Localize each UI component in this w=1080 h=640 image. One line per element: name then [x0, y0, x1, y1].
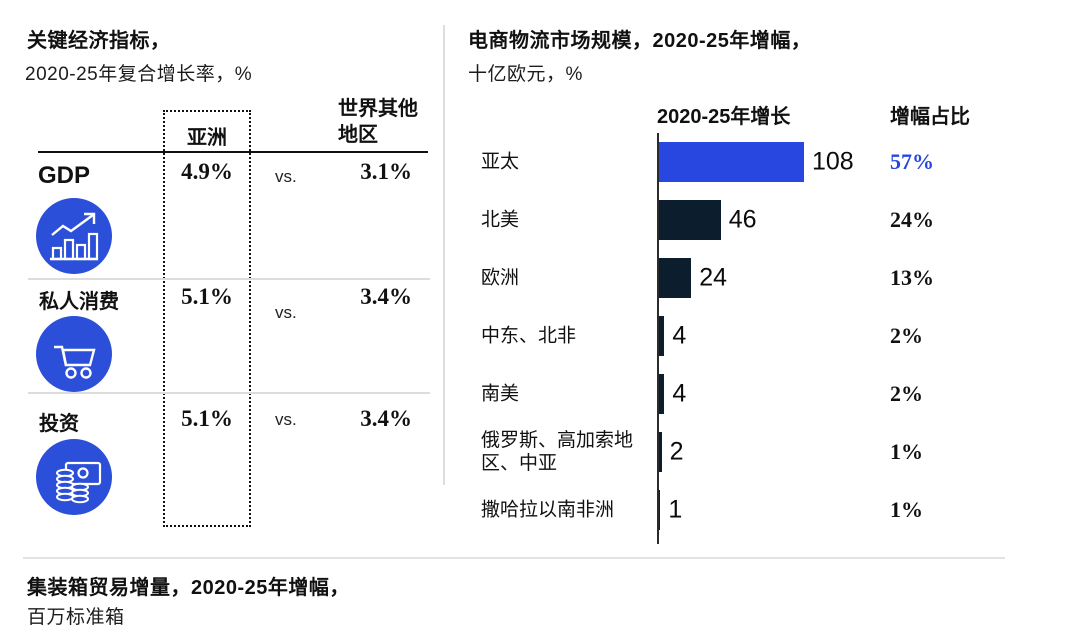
chart-axis [657, 133, 659, 544]
gdp-world-value: 3.1% [360, 159, 412, 184]
bar-value: 1 [668, 495, 683, 524]
category-label: 亚太 [481, 151, 520, 173]
share-label: 2% [890, 381, 923, 406]
panel-divider-vertical [443, 25, 445, 485]
consumption-asia-value: 5.1% [181, 284, 233, 309]
share-label: 2% [890, 323, 923, 348]
column-header-growth: 2020-25年增长 [657, 106, 791, 128]
chart-row-russia-caucasus-central-asia: 俄罗斯、高加索地区、中亚 2 1% [0, 423, 1080, 481]
bottom-panel-subtitle: 百万标准箱 [27, 607, 125, 628]
share-label: 57% [890, 149, 934, 174]
vs-label: vs. [275, 303, 297, 322]
consumption-world-value: 3.4% [360, 284, 412, 309]
category-label: 北美 [481, 209, 520, 231]
vs-label: vs. [275, 167, 297, 186]
category-label: 南美 [481, 383, 520, 405]
category-label: 撒哈拉以南非洲 [481, 499, 615, 521]
bar-value: 46 [728, 205, 757, 234]
growth-chart-icon [36, 198, 112, 274]
row-label-gdp: GDP [38, 162, 91, 189]
chart-row-sub-saharan-africa: 撒哈拉以南非洲 1 1% [0, 481, 1080, 539]
right-panel-title: 电商物流市场规模，2020-25年增幅， [468, 30, 812, 52]
share-label: 24% [890, 207, 934, 232]
bar-value: 4 [672, 379, 687, 408]
category-label: 欧洲 [481, 267, 520, 289]
investment-world-value: 3.4% [360, 406, 412, 431]
bar-asia-pacific [659, 142, 804, 182]
chart-row-europe: 欧洲 24 13% [0, 249, 1080, 307]
row-label-investment: 投资 [39, 413, 79, 435]
chart-row-mena: 中东、北非 4 2% [0, 307, 1080, 365]
panel-divider-horizontal [23, 557, 1005, 559]
bar-russia-caucasus-central-asia [659, 432, 662, 472]
bar-mena [659, 316, 665, 356]
bar-value: 24 [699, 263, 728, 292]
left-panel-title: 关键经济指标， [27, 30, 171, 52]
category-label: 中东、北非 [481, 325, 577, 347]
column-header-asia: 亚洲 [187, 127, 227, 149]
bar-north-america [659, 200, 721, 240]
bar-value: 4 [672, 321, 687, 350]
share-label: 1% [890, 497, 923, 522]
bar-europe [659, 258, 692, 298]
left-panel-subtitle: 2020-25年复合增长率，% [25, 64, 253, 85]
bar-sub-saharan-africa [659, 490, 661, 530]
column-header-rest-of-world: 世界其他 地区 [338, 96, 438, 148]
vs-label: vs. [275, 410, 297, 429]
row-divider [28, 392, 430, 394]
investment-asia-value: 5.1% [181, 406, 233, 431]
chart-row-south-america: 南美 4 2% [0, 365, 1080, 423]
bar-value: 2 [669, 437, 684, 466]
category-label: 俄罗斯、高加索地区、中亚 [481, 430, 634, 474]
bar-south-america [659, 374, 665, 414]
shopping-cart-icon [36, 316, 112, 392]
column-header-rest-of-world-line1: 世界其他 [338, 98, 418, 120]
column-header-share: 增幅占比 [890, 106, 970, 128]
right-panel-subtitle: 十亿欧元，% [468, 64, 583, 85]
share-label: 1% [890, 439, 923, 464]
coins-banknote-icon [36, 439, 112, 515]
asia-column-highlight-box [163, 110, 251, 527]
chart-row-asia-pacific: 亚太 108 57% [0, 133, 1080, 191]
bottom-panel-title: 集装箱贸易增量，2020-25年增幅， [27, 577, 350, 599]
chart-row-north-america: 北美 46 24% [0, 191, 1080, 249]
column-header-rest-of-world-line2: 地区 [338, 124, 378, 146]
table-header-rule [38, 151, 428, 153]
row-divider [28, 278, 430, 280]
row-label-consumption: 私人消费 [39, 291, 119, 313]
gdp-asia-value: 4.9% [181, 159, 233, 184]
bar-value: 108 [812, 147, 854, 176]
share-label: 13% [890, 265, 934, 290]
